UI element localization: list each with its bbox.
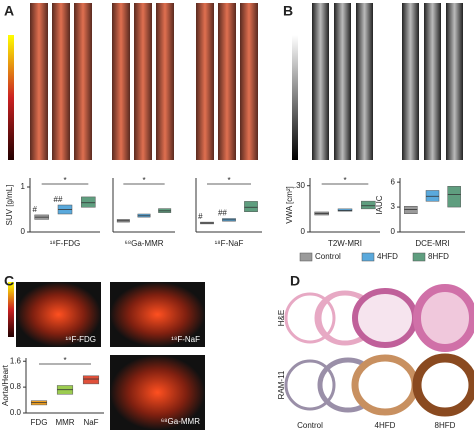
legend-label: 8HFD	[428, 252, 449, 261]
box	[425, 190, 440, 202]
x-tick-label: MMR	[55, 418, 74, 427]
box	[244, 201, 258, 212]
x-axis-label: ⁶⁸Ga-MMR	[124, 239, 163, 248]
legend-swatch	[361, 252, 375, 262]
colorbar	[292, 35, 298, 160]
annotation: *	[63, 176, 66, 185]
y-tick-label: 0	[391, 227, 396, 236]
x-tick-label: FDG	[31, 418, 48, 427]
box	[361, 200, 376, 210]
x-axis-label: ¹⁸F-NaF	[215, 239, 244, 248]
row-label: H&E	[277, 310, 286, 326]
image-label: ⁶⁸Ga-MMR	[161, 417, 200, 426]
x-axis-label: T2W-MRI	[328, 239, 362, 248]
pet-image	[16, 282, 101, 347]
column-label: 8HFD	[435, 421, 456, 430]
x-axis-label: ¹⁸F-FDG	[50, 239, 80, 248]
panel-label: D	[290, 273, 300, 289]
legend-swatch	[299, 252, 313, 262]
mri-strips	[312, 3, 463, 160]
y-tick-label: 0	[301, 227, 306, 236]
y-tick-label: .30	[294, 181, 306, 190]
y-tick-label: 0	[21, 227, 26, 236]
annotation: *	[142, 176, 145, 185]
image-label: ¹⁸F-NaF	[171, 335, 200, 344]
column-label: Control	[297, 421, 323, 430]
histology-grid	[284, 284, 474, 417]
annotation: *	[63, 356, 66, 365]
box	[81, 196, 96, 208]
y-tick-label: 1	[21, 182, 26, 191]
image-label: ¹⁸F-FDG	[66, 335, 96, 344]
annotation: *	[227, 176, 230, 185]
box	[82, 375, 100, 385]
pet-strips	[30, 3, 258, 160]
row-label: RAM-11	[277, 370, 286, 399]
pet-image	[110, 282, 205, 347]
annotation: *	[343, 176, 346, 185]
legend-swatch	[412, 252, 426, 262]
column-label: 4HFD	[375, 421, 396, 430]
panel-label: C	[4, 273, 14, 289]
x-axis-label: DCE-MRI	[415, 239, 449, 248]
y-tick-label: 0.0	[10, 408, 22, 417]
annotation: ##	[54, 195, 63, 204]
colorbar	[8, 35, 14, 160]
y-axis-label: SUV [g/mL]	[5, 185, 14, 226]
y-tick-label: 0.8	[10, 382, 22, 391]
panel-label: B	[283, 3, 293, 19]
annotation: #	[198, 212, 203, 221]
box	[404, 205, 418, 214]
panel-label: A	[4, 3, 14, 19]
y-tick-label: 3	[391, 202, 396, 211]
legend-label: Control	[315, 252, 341, 261]
y-axis-label: VWA [cm²]	[285, 186, 294, 223]
box	[447, 186, 461, 208]
panel-images	[8, 3, 474, 430]
y-axis-label: IAUC	[375, 195, 384, 214]
x-tick-label: NaF	[83, 418, 98, 427]
y-tick-label: 1.6	[10, 356, 22, 365]
y-axis-label: Aorta/Heart	[1, 364, 10, 406]
pet-image	[110, 355, 205, 430]
y-tick-label: 6	[391, 177, 396, 186]
annotation: ##	[218, 209, 227, 218]
annotation: #	[32, 205, 37, 214]
legend-label: 4HFD	[377, 252, 398, 261]
